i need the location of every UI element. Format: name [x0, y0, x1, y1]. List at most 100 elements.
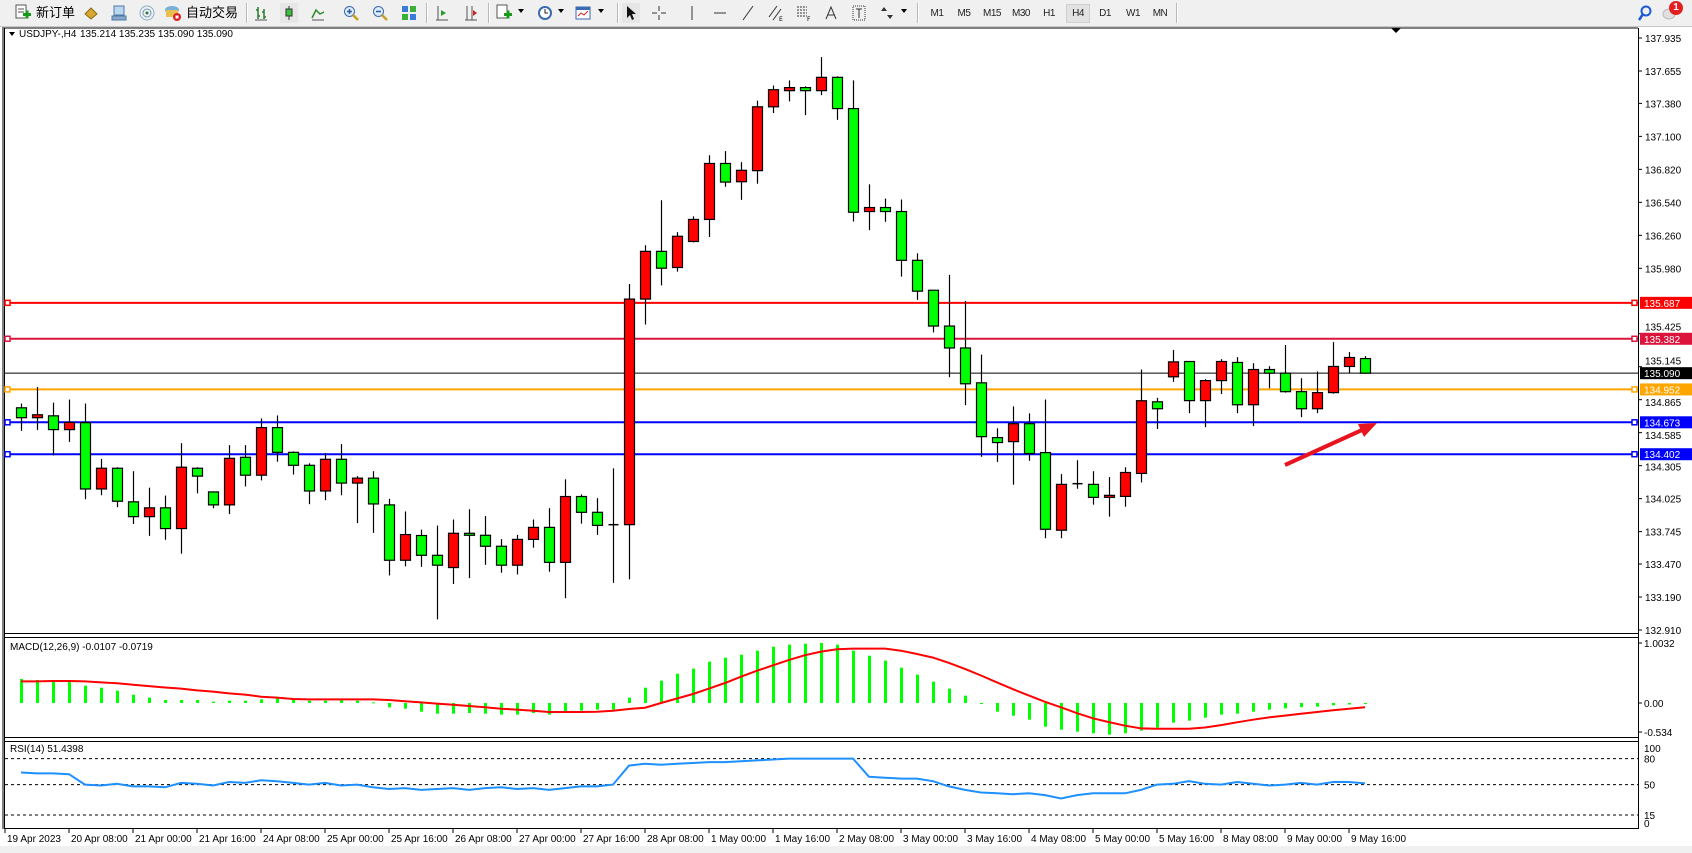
trendline-icon[interactable] [739, 3, 757, 23]
candle-body-bullish [815, 76, 828, 92]
macd-histogram-bar [1012, 703, 1015, 716]
level-handle-left[interactable] [4, 419, 11, 426]
svg-text:E: E [779, 16, 783, 21]
timeframe-h4[interactable]: H4 [1066, 4, 1090, 23]
macd-histogram-bar [1028, 703, 1031, 720]
periods-dropdown-arrow[interactable] [558, 9, 564, 13]
candle-body-bullish [143, 507, 156, 518]
templates-dropdown-arrow[interactable] [598, 9, 604, 13]
price-axis-label: 134.025 [1645, 495, 1682, 506]
macd-histogram-bar [116, 690, 119, 703]
indicators-icon[interactable] [495, 3, 513, 23]
macd-histogram-bar [756, 650, 759, 703]
timeframe-mn[interactable]: MN [1152, 8, 1168, 19]
timeframe-h1[interactable]: H1 [1043, 8, 1055, 19]
equidistant-channel-icon[interactable]: E [767, 3, 785, 23]
chart-window[interactable]: 137.935 137.655 137.380 137.100 136.820 136.5… [0, 27, 1692, 853]
level-handle-left[interactable] [4, 450, 11, 458]
search-icon[interactable] [1636, 3, 1654, 23]
candle [415, 529, 428, 567]
auto-trading-button[interactable]: 自动交易 [186, 5, 239, 20]
vertical-line-icon[interactable] [683, 3, 701, 23]
chart-shift-marker-icon[interactable] [1391, 28, 1401, 33]
candle-body-bearish [591, 511, 604, 526]
new-order-button[interactable]: 新订单 [36, 5, 76, 20]
templates-icon[interactable] [574, 3, 592, 23]
candle-body-bearish [335, 458, 348, 484]
candle-body-bearish [1087, 483, 1100, 498]
macd-histogram-bar [532, 703, 535, 713]
level-handle-right[interactable] [1631, 450, 1638, 458]
level-handle-right[interactable] [1631, 419, 1638, 426]
macd-histogram-bar [148, 697, 151, 703]
annotation-arrow[interactable] [1284, 423, 1377, 467]
arrows-dropdown-arrow[interactable] [901, 9, 907, 13]
timeframe-m30[interactable]: M30 [1012, 8, 1030, 19]
chart-shift-icon[interactable] [433, 3, 451, 23]
level-handle-left[interactable] [4, 299, 11, 307]
macd-histogram-bar [372, 702, 375, 704]
candle [1279, 345, 1292, 393]
line-chart-icon[interactable] [309, 3, 327, 23]
auto-scroll-icon[interactable] [462, 3, 480, 23]
signals-icon[interactable] [138, 3, 156, 23]
candle [959, 300, 972, 406]
toolbar-separator [488, 3, 490, 23]
new-order-icon[interactable] [14, 3, 32, 23]
macd-histogram-bar [388, 703, 391, 708]
arrows-icon[interactable] [878, 3, 896, 23]
fibonacci-icon[interactable]: F [795, 3, 813, 23]
macd-histogram-bar [1044, 703, 1047, 727]
time-axis-label: 1 May 16:00 [775, 834, 830, 845]
macd-histogram-bar [436, 703, 439, 714]
candlestick-chart-icon[interactable] [280, 3, 298, 23]
macd-histogram-bar [1220, 703, 1223, 715]
indicators-dropdown-arrow[interactable] [518, 9, 524, 13]
candle-body-bearish [415, 534, 428, 556]
zoom-out-icon[interactable] [371, 3, 389, 23]
timeframe-d1[interactable]: D1 [1099, 8, 1111, 19]
candle [863, 184, 876, 231]
svg-text:F: F [807, 16, 811, 21]
candle [559, 479, 572, 599]
text-label-icon[interactable] [850, 3, 868, 23]
candle-body-bearish [479, 534, 492, 547]
timeframe-m5[interactable]: M5 [957, 8, 971, 19]
symbol-menu-triangle-icon[interactable] [9, 32, 15, 36]
candle-body-bearish [207, 491, 220, 506]
candle-body-bearish [239, 456, 252, 476]
bar-chart-icon[interactable] [252, 3, 270, 23]
candle [895, 199, 908, 277]
zoom-in-icon[interactable] [342, 3, 360, 23]
data-window-icon[interactable] [110, 3, 128, 23]
candle [319, 453, 332, 501]
timeframe-m1[interactable]: M1 [930, 8, 944, 19]
price-axis-label: 137.380 [1645, 99, 1682, 110]
candle [79, 403, 92, 500]
macd-histogram-bar [452, 703, 455, 714]
crosshair-icon[interactable] [650, 3, 668, 23]
candle [351, 476, 364, 524]
horizontal-line-icon[interactable] [711, 3, 729, 23]
level-handle-right[interactable] [1631, 335, 1638, 343]
usdjpy-h4-chart[interactable]: 137.935 137.655 137.380 137.100 136.820 136.5… [0, 27, 1692, 853]
level-handle-left[interactable] [4, 386, 11, 393]
timeframe-m15[interactable]: M15 [983, 8, 1001, 19]
macd-histogram-bar [996, 703, 999, 712]
level-handle-right[interactable] [1631, 386, 1638, 393]
tile-windows-icon[interactable] [400, 3, 418, 23]
level-handle-left[interactable] [4, 335, 11, 343]
text-tool-icon[interactable] [822, 3, 840, 23]
timeframe-w1[interactable]: W1 [1126, 8, 1141, 19]
time-axis-label: 8 May 08:00 [1223, 834, 1278, 845]
level-handle-right[interactable] [1631, 299, 1638, 307]
candle-body-bearish [543, 526, 556, 563]
auto-trading-icon[interactable] [163, 3, 183, 23]
candle [735, 162, 748, 200]
candle-body-bullish [687, 218, 700, 243]
cursor-icon[interactable] [622, 3, 640, 23]
macd-signal-line [21, 647, 1366, 730]
periods-clock-icon[interactable] [536, 3, 554, 23]
rsi-axis-label: 15 [1644, 811, 1656, 822]
market-watch-icon[interactable] [82, 3, 100, 23]
